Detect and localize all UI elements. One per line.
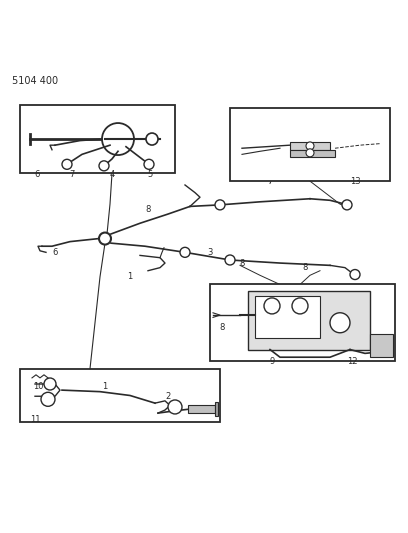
Circle shape	[102, 123, 134, 155]
Text: 10: 10	[33, 383, 43, 391]
Text: 8: 8	[239, 259, 245, 268]
Text: 6: 6	[52, 248, 58, 257]
Circle shape	[342, 200, 352, 210]
Text: 5: 5	[147, 169, 153, 179]
Text: 1: 1	[102, 383, 108, 391]
Bar	[188, 405, 215, 413]
Bar	[370, 334, 393, 357]
Circle shape	[350, 270, 360, 279]
Text: 5104 400: 5104 400	[12, 76, 58, 86]
Bar	[290, 150, 335, 157]
Circle shape	[264, 298, 280, 314]
Text: 8: 8	[145, 205, 151, 214]
Circle shape	[99, 161, 109, 171]
Bar	[210, 285, 395, 361]
Circle shape	[41, 392, 55, 406]
Circle shape	[99, 232, 111, 245]
Text: 12: 12	[347, 357, 357, 366]
Bar	[248, 290, 370, 350]
Bar	[290, 142, 330, 150]
Bar	[215, 402, 218, 416]
Text: 3: 3	[207, 248, 213, 257]
Circle shape	[44, 378, 56, 390]
Circle shape	[330, 313, 350, 333]
Bar	[20, 369, 220, 422]
Circle shape	[292, 298, 308, 314]
Text: 9: 9	[269, 357, 275, 366]
Circle shape	[144, 159, 154, 169]
Circle shape	[306, 142, 314, 150]
Text: 2: 2	[165, 392, 171, 401]
Circle shape	[180, 247, 190, 257]
Text: 13: 13	[350, 177, 360, 187]
Text: 1: 1	[127, 272, 133, 281]
Text: 7: 7	[69, 169, 75, 179]
Circle shape	[62, 159, 72, 169]
Bar	[20, 104, 175, 174]
Text: 8: 8	[302, 263, 308, 272]
Circle shape	[146, 133, 158, 145]
Bar	[255, 296, 320, 338]
Circle shape	[215, 200, 225, 210]
Text: 11: 11	[30, 415, 40, 424]
Circle shape	[306, 149, 314, 157]
Text: 8: 8	[220, 323, 225, 332]
Circle shape	[225, 255, 235, 265]
Text: 4: 4	[109, 169, 115, 179]
Circle shape	[168, 400, 182, 414]
Text: 6: 6	[34, 169, 40, 179]
Bar	[230, 108, 390, 181]
